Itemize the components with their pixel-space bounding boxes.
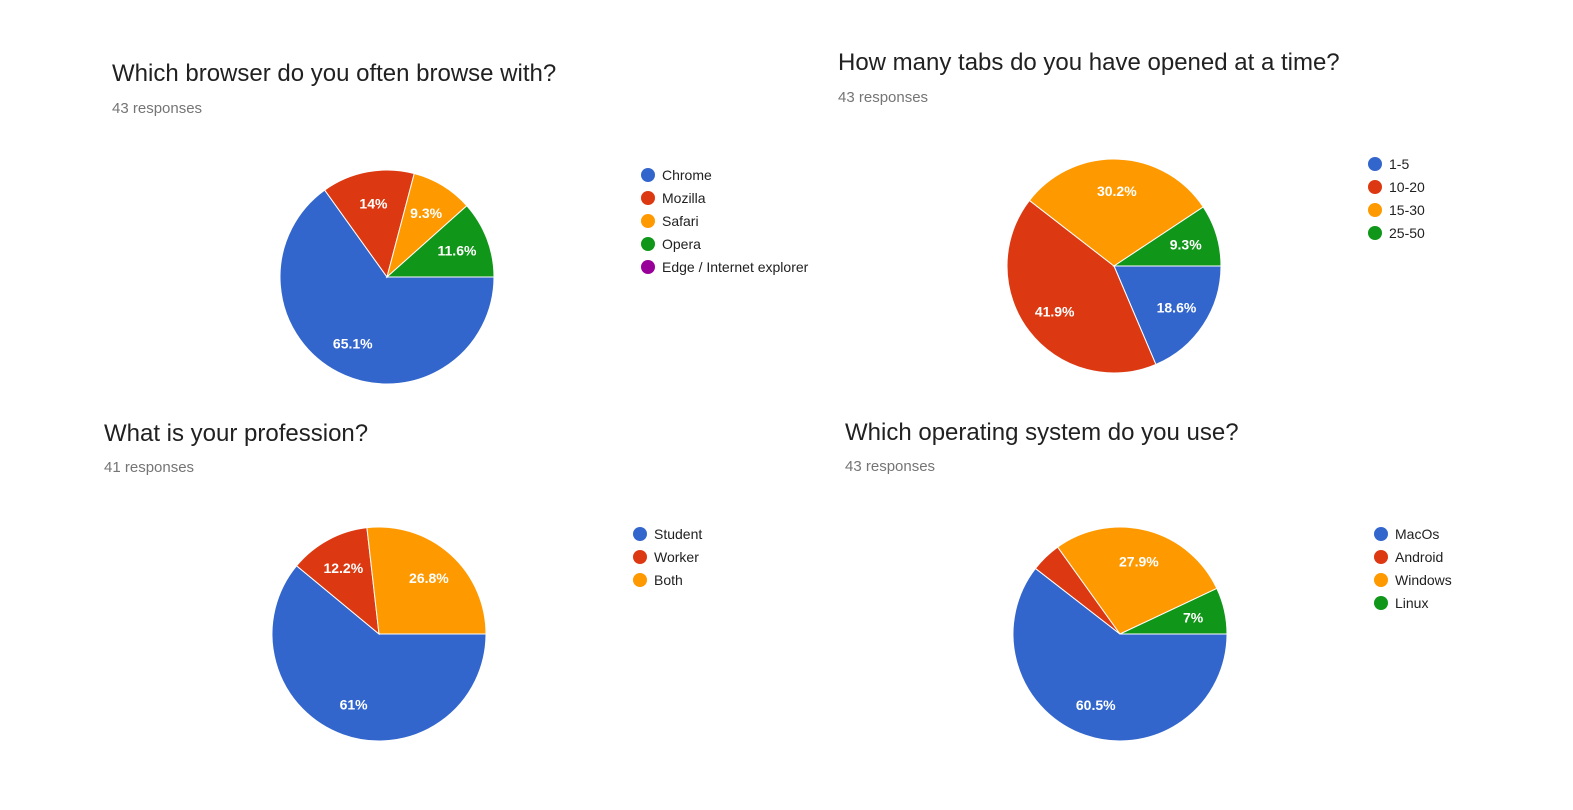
legend-label: Mozilla [662, 189, 706, 206]
legend-item-android: Android [1374, 545, 1452, 568]
legend-item-edge-internet-explorer: Edge / Internet explorer [641, 255, 808, 278]
slice-label-linux: 7% [1183, 610, 1204, 626]
pie-slice-student [271, 565, 487, 742]
pie-slice-25-50 [1112, 206, 1222, 267]
legend-label: Windows [1395, 571, 1452, 588]
legend-swatch [641, 167, 655, 182]
slice-label-mozilla: 14% [359, 195, 388, 211]
legend-item-1-5: 1-5 [1368, 152, 1425, 175]
legend-item-10-20: 10-20 [1368, 175, 1425, 198]
legend-item-safari: Safari [641, 209, 808, 232]
legend-item-15-30: 15-30 [1368, 198, 1425, 221]
legend-label: Student [654, 525, 703, 542]
legend-swatch [1374, 526, 1388, 541]
pie-slice-both [366, 526, 487, 635]
legend-swatch [641, 213, 655, 228]
pie-slice-opera [385, 205, 495, 278]
legend-swatch [1368, 202, 1382, 217]
pie-slice-1-5 [1113, 265, 1222, 366]
legend-swatch [1368, 156, 1382, 171]
slice-label-25-50: 9.3% [1170, 236, 1202, 252]
slice-label-1-5: 18.6% [1157, 299, 1197, 315]
legend-item-student: Student [633, 522, 702, 545]
legend-item-both: Both [633, 568, 702, 591]
slice-label-opera: 11.6% [438, 242, 477, 258]
legend-label: Linux [1395, 594, 1429, 611]
legend-swatch [1368, 225, 1382, 240]
slice-label-windows: 27.9% [1119, 554, 1159, 570]
legend-swatch [1374, 549, 1388, 564]
pie-slice-macos [1012, 567, 1228, 742]
pie-slice-windows [1056, 526, 1218, 635]
legend-item-chrome: Chrome [641, 163, 808, 186]
legend-label: 25-50 [1389, 224, 1425, 241]
legend-swatch [1374, 595, 1388, 610]
legend-swatch [641, 259, 655, 274]
pie-slice-10-20 [1006, 199, 1157, 374]
chart-title: How many tabs do you have opened at a ti… [838, 49, 1340, 76]
chart-subtitle: 43 responses [838, 89, 929, 106]
slice-label-worker: 12.2% [323, 560, 363, 576]
legend-item-macos: MacOs [1374, 522, 1452, 545]
legend-swatch [1368, 179, 1382, 194]
legend-swatch [641, 190, 655, 205]
slice-label-chrome: 65.1% [333, 336, 373, 352]
pie-slice-mozilla [323, 169, 415, 279]
legend-label: 15-30 [1389, 201, 1425, 218]
legend-label: Opera [662, 235, 701, 252]
legend-item-opera: Opera [641, 232, 808, 255]
pie-chart-tabs: 18.6% 41.9% 30.2% 9.3% [1006, 158, 1222, 374]
pie-slice-15-30 [1028, 158, 1204, 267]
pie-slice-linux [1119, 587, 1228, 635]
chart-title: Which operating system do you use? [845, 419, 1239, 446]
chart-legend: 1-5 10-20 15-30 25-50 [1368, 152, 1425, 244]
pie-chart-os: 60.5% 27.9% 7% [1012, 526, 1228, 742]
chart-title: Which browser do you often browse with? [112, 60, 557, 87]
slice-label-both: 26.8% [409, 570, 449, 586]
legend-item-25-50: 25-50 [1368, 221, 1425, 244]
legend-item-worker: Worker [633, 545, 702, 568]
legend-label: Chrome [662, 166, 712, 183]
legend-label: Both [654, 571, 683, 588]
slice-label-student: 61% [340, 696, 369, 712]
chart-title: What is your profession? [104, 420, 369, 447]
legend-label: Edge / Internet explorer [662, 258, 809, 275]
legend-label: Worker [654, 548, 699, 565]
legend-swatch [633, 549, 647, 564]
legend-label: 10-20 [1389, 178, 1425, 195]
legend-swatch [633, 526, 647, 541]
chart-legend: Chrome Mozilla Safari Opera Edge / Internet … [641, 163, 808, 278]
chart-subtitle: 43 responses [845, 458, 936, 475]
legend-item-linux: Linux [1374, 591, 1452, 614]
legend-label: Android [1395, 548, 1444, 565]
pie-chart-profession: 61% 12.2% 26.8% [271, 526, 487, 742]
legend-label: MacOs [1395, 525, 1440, 542]
slice-label-macos: 60.5% [1076, 697, 1116, 713]
legend-swatch [633, 572, 647, 587]
legend-swatch [641, 236, 655, 251]
pie-slice-chrome [279, 189, 495, 385]
slice-label-10-20: 41.9% [1035, 304, 1075, 320]
pie-chart-browser: 65.1% 14% 9.3% 11.6% [279, 169, 495, 385]
legend-item-mozilla: Mozilla [641, 186, 808, 209]
slice-label-safari: 9.3% [410, 205, 442, 221]
chart-legend: Student Worker Both [633, 522, 702, 591]
chart-subtitle: 43 responses [112, 100, 203, 117]
legend-item-windows: Windows [1374, 568, 1452, 591]
slice-label-15-30: 30.2% [1097, 183, 1137, 199]
legend-label: Safari [662, 212, 699, 229]
pie-slice-worker [295, 527, 380, 636]
legend-label: 1-5 [1389, 155, 1410, 172]
chart-subtitle: 41 responses [104, 459, 195, 476]
chart-legend: MacOs Android Windows Linux [1374, 522, 1452, 614]
legend-swatch [1374, 572, 1388, 587]
